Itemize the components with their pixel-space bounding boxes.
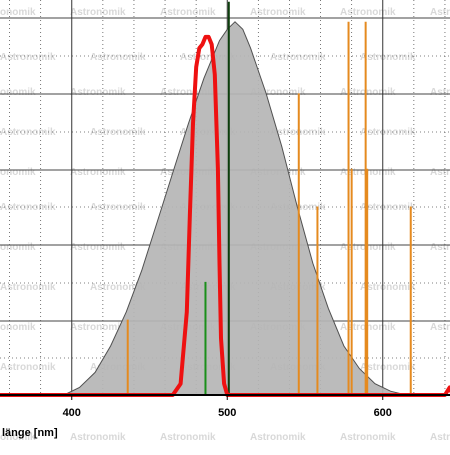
watermark-text: Astronomik — [70, 322, 126, 333]
watermark-text: Astronomik — [360, 362, 416, 373]
watermark-text: Astronomik — [360, 52, 416, 63]
watermark-text: Astronomik — [70, 432, 126, 443]
watermark-text: Astronomik — [70, 167, 126, 178]
watermark-text: Astronomik — [0, 362, 56, 373]
watermark-text: Astronomik — [360, 282, 416, 293]
watermark-text: Astronomik — [270, 52, 326, 63]
watermark-text: Astronomik — [0, 167, 36, 178]
watermark-text: Astronomik — [0, 322, 36, 333]
watermark-text: Astronomik — [250, 87, 306, 98]
watermark-text: Astronomik — [90, 282, 146, 293]
watermark-text: Astronomik — [70, 242, 126, 253]
x-tick-label: 600 — [374, 407, 392, 419]
watermark-text: Astronomik — [0, 127, 56, 138]
watermark-text: Astronomik — [0, 202, 56, 213]
watermark-text: Astronomik — [250, 7, 306, 18]
watermark-text: Astronomik — [90, 127, 146, 138]
watermark-text: Astronomik — [360, 127, 416, 138]
watermark-text: Astronomik — [430, 432, 450, 443]
watermark-text: Astronomik — [430, 242, 450, 253]
watermark-text: Astronomik — [90, 52, 146, 63]
watermark-text: Astronomik — [0, 282, 56, 293]
watermark-text: Astronomik — [0, 52, 56, 63]
watermark-text: Astronomik — [160, 7, 216, 18]
x-tick-label: 400 — [63, 407, 81, 419]
watermark-text: Astronomik — [0, 242, 36, 253]
watermark-text: Astronomik — [360, 202, 416, 213]
watermark-text: Astronomik — [160, 87, 216, 98]
watermark-text: Astronomik — [180, 52, 236, 63]
watermark-text: Astronomik — [430, 167, 450, 178]
x-tick-label: 500 — [218, 407, 236, 419]
watermark-text: Astronomik — [430, 322, 450, 333]
watermark-text: Astronomik — [70, 87, 126, 98]
watermark-text: Astronomik — [340, 7, 396, 18]
x-axis-title: länge [nm] — [2, 427, 58, 439]
watermark-text: Astronomik — [70, 7, 126, 18]
watermark-text: Astronomik — [250, 432, 306, 443]
watermark-text: Astronomik — [340, 432, 396, 443]
watermark-text: Astronomik — [430, 7, 450, 18]
watermark-text: Astronomik — [90, 202, 146, 213]
watermark-text: Astronomik — [0, 432, 36, 443]
watermark-text: Astronomik — [430, 87, 450, 98]
watermark-text: Astronomik — [0, 7, 36, 18]
watermark-text: Astronomik — [0, 87, 36, 98]
watermark-text: Astronomik — [160, 432, 216, 443]
watermark-text: Astronomik — [340, 87, 396, 98]
